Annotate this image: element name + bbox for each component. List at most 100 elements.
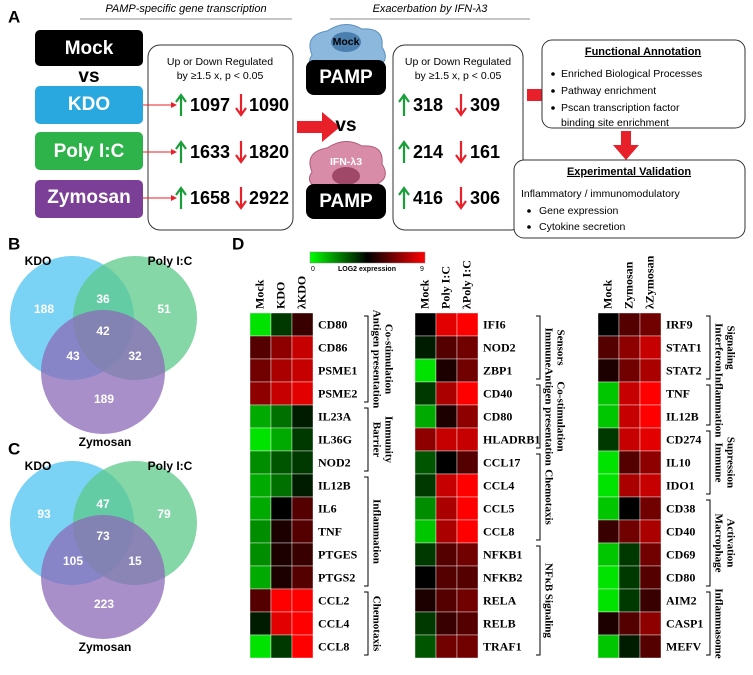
box-title: Functional Annotation — [585, 46, 702, 58]
heatmap-cell — [291, 427, 314, 452]
heatmap-cell — [456, 381, 479, 406]
gene-label: CCL8 — [318, 639, 349, 653]
venn-count: 32 — [128, 349, 142, 363]
heatmap-cell — [639, 496, 662, 521]
heatmap-cell — [618, 519, 641, 544]
heatmap-cell — [456, 312, 479, 337]
heatmap-cell — [456, 519, 479, 544]
column-label: Mock — [600, 279, 614, 309]
up-count: 1097 — [190, 95, 230, 115]
heatmap-cell — [414, 565, 437, 590]
panel-label: A — [8, 7, 20, 26]
heatmap-cell — [414, 473, 437, 498]
heatmap-cell — [435, 381, 458, 406]
heatmap-cell — [639, 565, 662, 590]
group-label: NFκB Signaling — [542, 563, 554, 638]
heatmap-cell — [414, 404, 437, 429]
heatmap-cell — [291, 473, 314, 498]
group-bracket — [706, 384, 711, 426]
heatmap-cell — [291, 335, 314, 360]
group-label: Chemotaxis — [370, 596, 382, 652]
gene-label: PTGES — [318, 547, 358, 561]
group-bracket — [536, 453, 541, 541]
vs-label: vs — [335, 115, 356, 136]
down-count: 1820 — [249, 142, 289, 162]
gene-label: RELA — [483, 593, 517, 607]
gene-label: TRAF1 — [483, 639, 522, 653]
gene-label: IDO1 — [666, 478, 695, 492]
group-bracket — [536, 545, 541, 656]
criteria: by ≥1.5 x, p < 0.05 — [177, 70, 264, 82]
heatmap-cell — [249, 611, 272, 636]
colorbar-tick: 9 — [420, 266, 424, 273]
heatmap-cell — [414, 542, 437, 567]
pamp-label: Zymosan — [47, 187, 130, 208]
content: A PAMP-specific gene transcription Exacerb… — [8, 3, 736, 659]
heatmap-cell — [414, 519, 437, 544]
down-arrow — [455, 141, 467, 164]
criteria: by ≥1.5 x, p < 0.05 — [415, 70, 502, 82]
gene-label: CD40 — [483, 386, 512, 400]
gene-label: IL12B — [318, 478, 351, 492]
panel-label: C — [8, 439, 20, 458]
heatmap-cell — [456, 358, 479, 383]
heatmap-cell — [249, 634, 272, 659]
heatmap-cell — [597, 496, 620, 521]
heatmap-cell — [597, 335, 620, 360]
down-arrow — [235, 94, 247, 117]
gene-label: IRF9 — [666, 317, 693, 331]
down-count: 1090 — [249, 95, 289, 115]
heatmap-cell — [291, 450, 314, 475]
gene-label: CD80 — [666, 570, 695, 584]
up-count: 1658 — [190, 188, 230, 208]
heatmap-cell — [618, 542, 641, 567]
set-label: Zymosan — [79, 640, 132, 654]
up-count: 214 — [413, 142, 443, 162]
heatmap-cell — [597, 381, 620, 406]
down-count: 161 — [470, 142, 500, 162]
gene-label: CCL5 — [483, 501, 514, 515]
up-arrow — [398, 140, 410, 163]
gene-label: NOD2 — [318, 455, 351, 469]
gene-label: STAT2 — [666, 363, 702, 377]
heatmap-cell — [618, 634, 641, 659]
cell-label: PAMP — [319, 67, 373, 88]
group-bracket — [706, 430, 711, 495]
heatmap-cell — [435, 611, 458, 636]
heatmap-cell — [597, 473, 620, 498]
venn-circle — [41, 310, 165, 434]
heatmap-cell — [414, 496, 437, 521]
venn-count: 79 — [157, 507, 171, 521]
group-bracket — [364, 591, 369, 656]
cell-label: Mock — [333, 36, 360, 48]
heatmap-cell — [597, 519, 620, 544]
heatmap-cell — [414, 611, 437, 636]
heatmap-cell — [639, 312, 662, 337]
up-arrow — [175, 93, 187, 116]
heatmap-cell — [270, 542, 293, 567]
colorbar — [309, 251, 426, 264]
gene-label: PSME1 — [318, 363, 357, 377]
gene-label: CD69 — [666, 547, 695, 561]
colorbar-label: LOG2 expression — [338, 266, 396, 273]
gene-label: IL6 — [318, 501, 337, 515]
heatmap-cell — [456, 542, 479, 567]
heatmap-cell — [435, 496, 458, 521]
validation-item: Gene expression — [539, 205, 619, 217]
heatmap-cell — [435, 473, 458, 498]
heatmap-cell — [618, 450, 641, 475]
heatmap-cell — [618, 611, 641, 636]
group-label: Interferon — [712, 323, 724, 372]
heatmap-cell — [639, 450, 662, 475]
heatmap-cell — [639, 634, 662, 659]
gene-label: IL36G — [318, 432, 352, 446]
heatmap-cell — [249, 381, 272, 406]
heatmap-cell — [291, 358, 314, 383]
heatmap-cell — [435, 450, 458, 475]
gene-label: ZBP1 — [483, 363, 512, 377]
heatmap-cell — [270, 358, 293, 383]
up-count: 1633 — [190, 142, 230, 162]
heatmap-cell — [249, 565, 272, 590]
heatmap-cell — [249, 312, 272, 337]
